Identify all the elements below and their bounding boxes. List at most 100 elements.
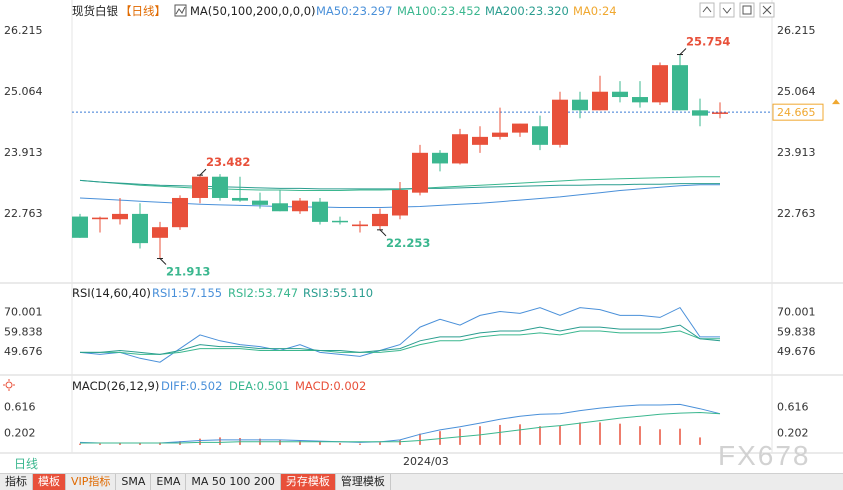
candle-up	[92, 217, 108, 220]
macd-y-tick-left: 0.616	[4, 400, 36, 413]
candle-down	[312, 201, 328, 222]
ma200-value: MA200:23.320	[485, 4, 569, 18]
annotation-leader	[159, 258, 167, 265]
diff-value: DIFF:0.502	[161, 379, 222, 393]
annotation-label: 22.253	[386, 236, 430, 250]
y-tick-left: 23.913	[4, 146, 43, 159]
rsi2-value: RSI2:53.747	[228, 286, 298, 300]
move-up-icon[interactable]	[699, 2, 715, 18]
price-panel: 26.215 26.215 25.064 25.064 23.913 23.913 22.7…	[4, 24, 840, 279]
rsi-header: RSI(14,60,40) RSI1:57.155 RSI2:53.747 RS…	[72, 286, 373, 300]
period-tab-label: 日线	[14, 457, 38, 471]
candle-up	[452, 134, 468, 164]
candle-up	[372, 213, 388, 227]
candle-down	[252, 200, 268, 205]
square-icon	[742, 5, 752, 15]
toolbar-vip-indicators[interactable]: VIP指标	[66, 474, 117, 490]
dea-value: DEA:0.501	[229, 379, 290, 393]
y-tick-right: 23.913	[777, 146, 816, 159]
rsi-label: RSI(14,60,40)	[72, 286, 151, 300]
candle-up	[112, 213, 128, 220]
y-tick-right: 25.064	[777, 85, 816, 98]
candle-up	[412, 152, 428, 193]
candle-down	[692, 110, 708, 116]
main-header: 现货白银 【日线】 MA(50,100,200,0,0,0) MA50:23.2…	[72, 4, 617, 18]
candle-down	[612, 91, 628, 98]
y-tick-right: 26.215	[777, 24, 816, 37]
move-down-icon[interactable]	[719, 2, 735, 18]
annotation-label: 23.482	[206, 155, 250, 169]
candle-down	[272, 203, 288, 212]
y-tick-left: 25.064	[4, 85, 43, 98]
sun-rays-icon	[3, 379, 15, 391]
rsi-y-tick-left: 59.838	[4, 325, 43, 338]
last-price-box	[772, 103, 824, 121]
rsi-y-tick-right: 59.838	[777, 325, 816, 338]
annotation-leader	[379, 229, 387, 237]
toolbar-ema[interactable]: EMA	[151, 474, 187, 490]
rsi-y-tick-left: 70.001	[4, 305, 43, 318]
chevron-up-icon	[702, 6, 712, 13]
macd-panel: 0.616 0.616 0.202 0.202	[4, 400, 809, 445]
toolbar-indicators[interactable]: 指标	[0, 474, 33, 490]
candle-down	[672, 65, 688, 111]
candle-down	[332, 220, 348, 223]
y-tick-left: 22.763	[4, 207, 43, 220]
toolbar-sma[interactable]: SMA	[116, 474, 152, 490]
maximize-icon[interactable]	[739, 2, 755, 18]
rsi-line-rsi1	[79, 306, 720, 363]
y-tick-left: 26.215	[4, 24, 43, 37]
macd-line-dea	[80, 411, 721, 444]
period-label: 【日线】	[120, 4, 166, 18]
sun-icon[interactable]	[5, 381, 13, 389]
macd-label: MACD(26,12,9)	[72, 379, 159, 393]
candle-up	[292, 200, 308, 212]
macd-y-tick-right: 0.202	[777, 426, 809, 439]
candle-up	[192, 176, 208, 198]
candle-up	[472, 136, 488, 145]
period-tab[interactable]	[4, 455, 62, 472]
rsi-y-tick-right: 49.676	[777, 345, 816, 358]
rsi-line-rsi2	[80, 330, 720, 355]
ma-settings-icon[interactable]	[174, 4, 187, 17]
candle-up	[512, 123, 528, 133]
candle-up	[652, 65, 668, 103]
chart-canvas: FX678 现货白银 【日线】 MA(50,100,200,0,0,0) MA5…	[0, 0, 843, 472]
candle-up	[552, 99, 568, 145]
watermark: FX678	[718, 440, 811, 471]
candle-down	[572, 99, 588, 111]
last-price-label: 24.665	[777, 106, 816, 119]
toolbar-manage-templates[interactable]: 管理模板	[336, 474, 391, 490]
rsi1-value: RSI1:57.155	[152, 286, 222, 300]
close-icon	[762, 5, 772, 15]
candle-up	[712, 112, 728, 114]
annotation-label: 21.913	[166, 265, 210, 279]
toolbar-templates[interactable]: 模板	[33, 474, 66, 490]
candle-down	[432, 152, 448, 164]
candle-down	[72, 216, 88, 238]
annotation-label: 25.754	[686, 35, 730, 49]
ma50-value: MA50:23.297	[316, 4, 393, 18]
ma0-value: MA0:24	[573, 4, 617, 18]
candle-down	[632, 97, 648, 103]
window-controls	[699, 2, 775, 18]
price-up-arrow-icon	[832, 99, 840, 105]
macd-value: MACD:0.002	[295, 379, 366, 393]
bottom-toolbar: 指标 模板 VIP指标 SMA EMA MA 50 100 200 另存模板 管…	[0, 473, 843, 490]
candle-down	[132, 213, 148, 244]
rsi-line-rsi3	[80, 324, 721, 355]
ma100-value: MA100:23.452	[397, 4, 481, 18]
line-chart-icon	[175, 6, 186, 15]
macd-header: MACD(26,12,9) DIFF:0.502 DEA:0.501 MACD:…	[3, 379, 366, 393]
ma-label: MA(50,100,200,0,0,0)	[190, 4, 316, 18]
x-tick-label: 2024/03	[403, 455, 449, 468]
macd-y-tick-left: 0.202	[4, 426, 36, 439]
rsi-y-tick-left: 49.676	[4, 345, 43, 358]
toolbar-save-template[interactable]: 另存模板	[280, 474, 336, 490]
annotation-leader	[679, 48, 687, 55]
chevron-down-icon	[722, 7, 732, 14]
annotation-leader	[199, 168, 207, 176]
toolbar-ma-periods[interactable]: MA 50 100 200	[186, 474, 281, 490]
candle-up	[592, 91, 608, 111]
y-tick-right: 22.763	[777, 207, 816, 220]
